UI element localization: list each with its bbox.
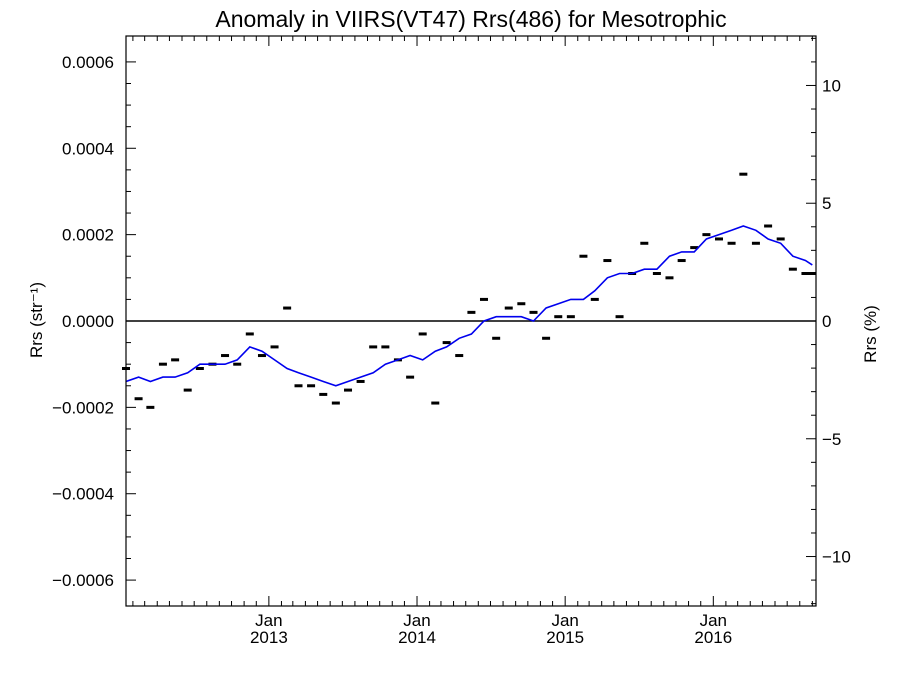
data-point-marker	[677, 259, 686, 263]
left-tick-label: 0.0002	[62, 226, 114, 245]
data-point-marker	[233, 362, 242, 366]
data-point-marker	[431, 401, 440, 405]
data-point-marker	[369, 345, 378, 349]
data-point-marker	[467, 310, 476, 314]
data-point-marker	[492, 336, 501, 340]
left-tick-label: −0.0004	[52, 485, 114, 504]
x-tick-label-year: 2016	[694, 628, 732, 647]
left-tick-label: −0.0002	[52, 398, 114, 417]
x-tick-label-year: 2015	[546, 628, 584, 647]
data-point-marker	[183, 388, 192, 392]
data-point-marker	[739, 172, 748, 176]
data-point-marker	[690, 246, 699, 250]
x-tick-label-year: 2013	[250, 628, 288, 647]
left-tick-label: 0.0004	[62, 139, 114, 158]
data-point-marker	[665, 276, 674, 280]
right-tick-label: 10	[822, 76, 841, 95]
data-point-marker	[517, 302, 526, 306]
data-point-marker	[442, 341, 451, 345]
data-point-marker	[146, 405, 155, 409]
data-point-marker	[344, 388, 353, 392]
data-point-marker	[590, 297, 599, 301]
data-point-marker	[283, 306, 292, 310]
data-point-marker	[776, 237, 785, 241]
data-point-marker	[455, 354, 464, 358]
data-point-marker	[714, 237, 723, 241]
data-point-marker	[801, 272, 810, 275]
data-point-marker	[751, 241, 760, 245]
data-point-marker	[640, 241, 649, 245]
data-point-marker	[764, 224, 773, 228]
data-point-marker	[479, 297, 488, 301]
data-point-marker	[245, 332, 254, 336]
data-point-marker	[307, 384, 316, 388]
chart-title: Anomaly in VIIRS(VT47) Rrs(486) for Meso…	[215, 6, 726, 32]
y-axis-right-label: Rrs (%)	[861, 305, 880, 363]
left-ticks: −0.0006 −0.0004 −0.0002 0.0000 0.0002 0.0004 0…	[52, 53, 136, 590]
data-point-marker	[319, 392, 328, 396]
data-point-marker	[615, 315, 624, 319]
data-point-marker	[331, 401, 340, 405]
data-point-marker	[195, 367, 204, 370]
x-tick-label-month: Jan	[700, 611, 727, 630]
right-tick-label: −10	[822, 548, 851, 567]
left-tick-label: −0.0006	[52, 571, 114, 590]
data-point-marker	[529, 310, 538, 314]
x-tick-label-month: Jan	[255, 611, 282, 630]
data-point-marker	[504, 306, 513, 310]
data-point-marker	[579, 254, 588, 258]
y-axis-left-label: Rrs (str⁻¹)	[27, 282, 46, 358]
data-point-marker	[788, 267, 797, 271]
right-tick-label: 0	[822, 312, 831, 331]
data-point-marker	[158, 362, 167, 366]
data-point-marker	[270, 345, 279, 349]
data-point-marker	[381, 345, 390, 349]
data-point-marker	[171, 358, 180, 362]
data-point-marker	[566, 315, 575, 319]
data-point-marker	[603, 259, 612, 263]
data-point-marker	[702, 233, 711, 237]
right-tick-label: −5	[822, 430, 841, 449]
running-mean-line	[125, 225, 813, 387]
x-tick-label-year: 2014	[398, 628, 436, 647]
right-tick-label: 5	[822, 194, 831, 213]
data-point-marker	[727, 241, 736, 245]
plot-frame	[125, 35, 817, 607]
data-point-marker	[652, 272, 661, 275]
data-point-marker	[418, 332, 427, 336]
x-tick-label-month: Jan	[551, 611, 578, 630]
data-point-marker	[808, 272, 817, 275]
left-tick-label: 0.0000	[62, 312, 114, 331]
left-tick-label: 0.0006	[62, 53, 114, 72]
x-tick-label-month: Jan	[403, 611, 430, 630]
data-point-marker	[356, 379, 365, 383]
data-point-marker	[134, 397, 143, 401]
data-point-marker	[257, 354, 266, 358]
data-point-marker	[406, 375, 415, 379]
data-point-marker	[542, 336, 551, 340]
data-point-marker	[554, 315, 563, 319]
data-point-marker	[294, 384, 303, 388]
data-point-marker	[221, 354, 230, 358]
anomaly-markers	[122, 172, 817, 409]
